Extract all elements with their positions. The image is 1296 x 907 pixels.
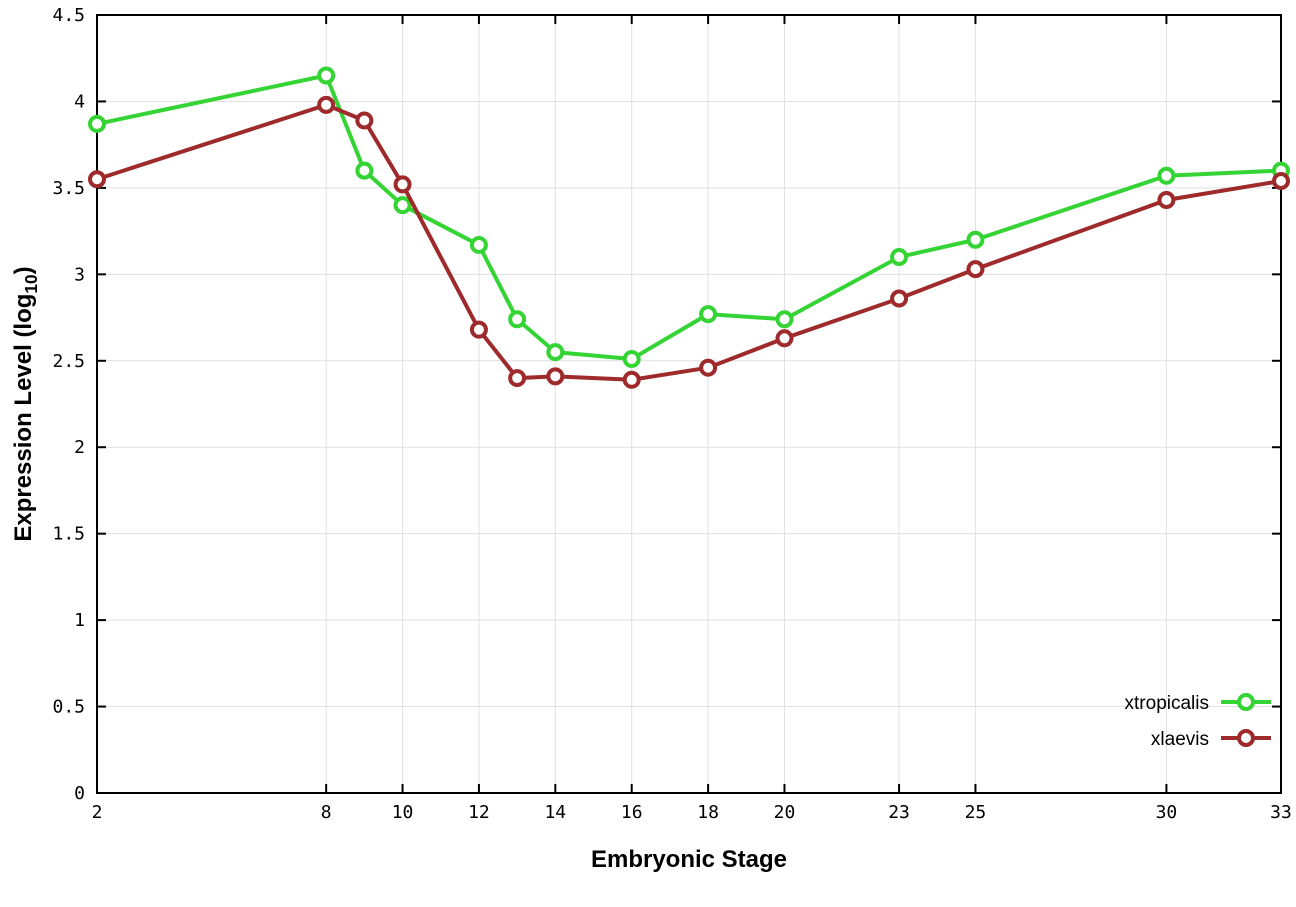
x-tick-label: 12	[468, 802, 490, 823]
y-tick-label: 1.5	[52, 524, 85, 545]
data-point-xtropicalis	[890, 248, 909, 267]
data-point-xlaevis	[393, 175, 412, 194]
y-axis-label-close: )	[10, 266, 38, 275]
data-point-xlaevis	[469, 320, 488, 339]
y-tick-label: 2	[74, 437, 85, 458]
data-point-xlaevis	[775, 329, 794, 348]
y-tick-label: 3	[74, 264, 85, 285]
data-point-xlaevis	[1272, 171, 1290, 190]
series-line-xtropicalis	[95, 73, 1283, 362]
y-axis-label-subscript: 10	[20, 274, 41, 294]
data-point-xtropicalis	[1157, 166, 1176, 185]
data-point-xlaevis	[317, 95, 336, 114]
y-axis-label-text: Expression Level (log	[10, 293, 38, 542]
data-point-xtropicalis	[546, 343, 565, 362]
y-tick-label: 2.5	[52, 351, 85, 372]
data-point-xtropicalis	[88, 114, 106, 133]
data-point-xlaevis	[699, 358, 718, 377]
x-tick-label: 20	[774, 802, 796, 823]
data-point-xlaevis	[1157, 190, 1176, 209]
data-point-xtropicalis	[469, 235, 488, 254]
data-point-xlaevis	[890, 289, 909, 308]
x-axis-label: Embryonic Stage	[590, 846, 788, 873]
x-tick-label: 23	[888, 802, 910, 823]
data-point-xlaevis	[546, 367, 565, 386]
legend-marker-xtropicalis	[1237, 693, 1255, 711]
y-tick-label: 1	[74, 610, 85, 631]
x-tick-label: 25	[965, 802, 987, 823]
data-point-xtropicalis	[699, 305, 718, 324]
data-point-xlaevis	[355, 111, 374, 130]
data-point-xtropicalis	[775, 310, 794, 329]
x-tick-label: 16	[621, 802, 643, 823]
x-tick-label: 8	[321, 802, 332, 823]
x-tick-label: 30	[1156, 802, 1178, 823]
legend-marker-xlaevis	[1237, 729, 1255, 747]
y-tick-label: 0.5	[52, 697, 85, 718]
data-point-xtropicalis	[355, 161, 374, 180]
legend-label-xlaevis: xlaevis	[1151, 729, 1209, 750]
legend-label-xtropicalis: xtropicalis	[1125, 693, 1209, 714]
data-point-xlaevis	[622, 370, 641, 389]
data-point-xtropicalis	[393, 196, 412, 215]
y-axis-label: Expression Level (log10)	[10, 266, 42, 541]
data-point-xtropicalis	[317, 66, 336, 85]
series-line-xlaevis	[95, 102, 1283, 382]
plot-border	[96, 14, 1282, 794]
data-point-xtropicalis	[508, 310, 527, 329]
data-point-xtropicalis	[622, 350, 641, 369]
y-tick-label: 4	[74, 91, 85, 112]
x-tick-label: 18	[697, 802, 719, 823]
y-tick-label: 4.5	[52, 5, 85, 26]
data-point-xlaevis	[88, 170, 106, 189]
x-tick-label: 10	[392, 802, 414, 823]
x-tick-label: 2	[92, 802, 103, 823]
data-point-xlaevis	[966, 260, 985, 279]
data-point-xtropicalis	[966, 230, 985, 249]
y-tick-label: 0	[74, 783, 85, 804]
y-tick-label: 3.5	[52, 178, 85, 199]
x-tick-label: 14	[544, 802, 566, 823]
x-tick-label: 33	[1270, 802, 1292, 823]
data-point-xlaevis	[508, 369, 527, 388]
